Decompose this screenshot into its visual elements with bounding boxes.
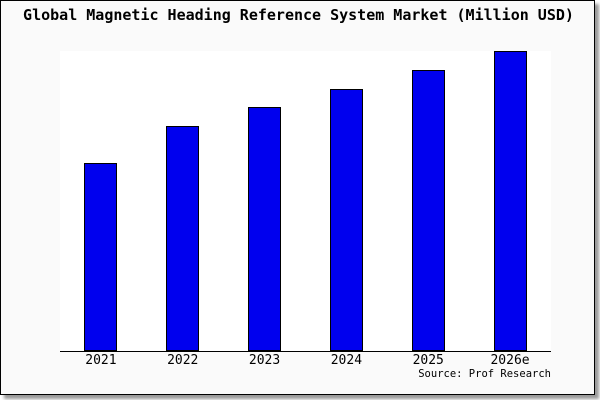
plot-area <box>60 51 551 352</box>
bar-slot <box>305 51 387 351</box>
x-tick-label-2025: 2025 <box>412 353 444 368</box>
bar-2021 <box>84 162 118 351</box>
x-tick-label-2022: 2022 <box>167 353 199 368</box>
bar-slot <box>224 51 306 351</box>
bar-2023 <box>248 107 282 351</box>
bars-container <box>60 51 551 351</box>
bar-slot <box>469 51 551 351</box>
x-tick-label-2023: 2023 <box>248 353 281 368</box>
bar-2025 <box>411 69 445 351</box>
bar-slot <box>387 51 469 351</box>
chart-frame: Global Magnetic Heading Reference System… <box>0 0 595 395</box>
bar-slot <box>60 51 142 351</box>
bar-2024 <box>329 89 363 351</box>
bar-slot <box>142 51 224 351</box>
source-note: Source: Prof Research <box>418 368 551 380</box>
x-axis-labels: 2021 2022 2023 2024 2025 2026e <box>60 354 551 368</box>
bar-2022 <box>166 126 200 351</box>
chart-title: Global Magnetic Heading Reference System… <box>23 6 574 24</box>
bar-2026e <box>493 51 527 351</box>
x-tick-label-2026e: 2026e <box>490 353 530 368</box>
x-tick-label-2024: 2024 <box>330 353 363 368</box>
x-tick-label-2021: 2021 <box>85 353 117 368</box>
